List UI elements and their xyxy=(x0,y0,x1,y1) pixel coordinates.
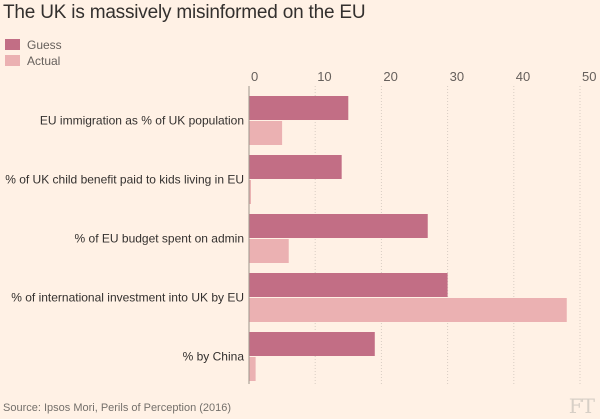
category-label-3: % of international investment into UK by… xyxy=(11,291,244,305)
x-tick-label-40: 40 xyxy=(516,69,530,84)
category-label-4: % by China xyxy=(183,350,245,364)
chart-title: The UK is massively misinformed on the E… xyxy=(3,2,366,23)
category-label-0: EU immigration as % of UK population xyxy=(40,114,244,128)
source-note: Source: Ipsos Mori, Perils of Perception… xyxy=(3,402,232,414)
bar-actual-1 xyxy=(249,180,251,204)
legend-item-actual: Actual xyxy=(5,53,62,68)
category-label-1: % of UK child benefit paid to kids livin… xyxy=(5,173,244,187)
ft-logo: FT xyxy=(568,394,595,418)
legend-label-guess: Guess xyxy=(27,37,62,52)
bar-guess-0 xyxy=(249,96,349,120)
x-tick-label-50: 50 xyxy=(582,69,596,84)
category-label-2: % of EU budget spent on admin xyxy=(75,232,244,246)
x-tick-label-20: 20 xyxy=(383,69,397,84)
legend-swatch-actual xyxy=(5,55,20,66)
bar-guess-3 xyxy=(249,273,448,297)
bar-actual-0 xyxy=(249,121,283,145)
bar-actual-4 xyxy=(249,357,256,381)
bar-guess-4 xyxy=(249,332,375,356)
legend-item-guess: Guess xyxy=(5,37,62,52)
bar-guess-2 xyxy=(249,214,428,238)
bar-actual-2 xyxy=(249,239,289,263)
x-tick-label-30: 30 xyxy=(450,69,464,84)
bar-guess-1 xyxy=(249,155,342,179)
legend: Guess Actual xyxy=(5,37,62,69)
x-tick-label-0: 0 xyxy=(251,69,258,84)
legend-label-actual: Actual xyxy=(27,53,61,68)
legend-swatch-guess xyxy=(5,39,20,50)
x-tick-label-10: 10 xyxy=(317,69,331,84)
bar-actual-3 xyxy=(249,298,567,322)
